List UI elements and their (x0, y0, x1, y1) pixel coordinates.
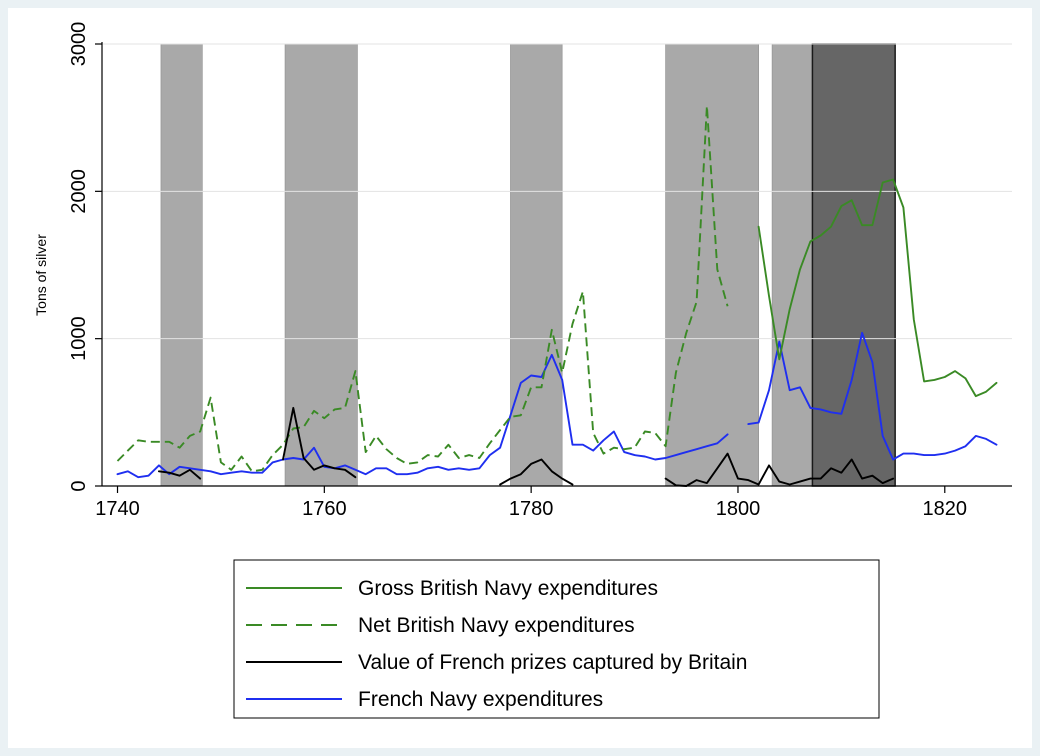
y-tick-label-1000: 1000 (68, 316, 90, 361)
y-tick-label-3000: 3000 (68, 22, 90, 67)
series-line-value-of-french-prizes-captured-by-britain-part-3 (499, 458, 574, 486)
x-tick-label-1760: 1760 (302, 498, 347, 520)
shaded-period-4 (665, 43, 759, 487)
series-line-value-of-french-prizes-captured-by-britain-part-4 (664, 452, 895, 487)
y-axis-title: Tons of silver (33, 234, 49, 316)
series-line-net-british-navy-expenditures (116, 104, 729, 473)
y-tick-label-0: 0 (68, 480, 90, 491)
ticks: 1740 1760 1780 1800 1820 0 1000 2000 3000 (68, 22, 967, 520)
series-lines (116, 104, 998, 487)
shaded-period-6 (811, 43, 896, 487)
series-line-gross-british-navy-expenditures (757, 178, 998, 398)
legend-label-gross-british-navy-expenditures: Gross British Navy expenditures (358, 577, 658, 600)
legend-label-value-of-french-prizes-captured-by-britain: Value of French prizes captured by Brita… (358, 651, 747, 674)
legend-label-french-navy-expenditures: French Navy expenditures (358, 688, 603, 711)
x-tick-label-1800: 1800 (716, 498, 761, 520)
shaded-period-3 (510, 43, 563, 487)
axes (101, 42, 1012, 487)
series-line-value-of-french-prizes-captured-by-britain-part-2 (282, 406, 357, 479)
shaded-period-2 (284, 43, 358, 487)
legend-box (233, 559, 880, 719)
shaded-periods (160, 43, 896, 487)
line-chart: 1740 1760 1780 1800 1820 0 1000 2000 3000 Tons o… (33, 22, 1012, 719)
chart-frame: 1740 1760 1780 1800 1820 0 1000 2000 3000 Tons o… (8, 8, 1032, 748)
shaded-period-1 (160, 43, 203, 487)
series-line-french-navy-expenditures-part-2 (747, 331, 998, 461)
shaded-period-5 (771, 43, 813, 487)
y-tick-label-2000: 2000 (68, 169, 90, 214)
legend: Gross British Navy expenditures Net Briti… (233, 559, 880, 719)
series-line-value-of-french-prizes-captured-by-britain-part-1 (157, 468, 202, 480)
legend-label-net-british-navy-expenditures: Net British Navy expenditures (358, 614, 635, 637)
x-tick-label-1780: 1780 (509, 498, 554, 520)
series-line-french-navy-expenditures-part-1 (116, 353, 729, 479)
x-tick-label-1820: 1820 (923, 498, 968, 520)
x-tick-label-1740: 1740 (95, 498, 140, 520)
